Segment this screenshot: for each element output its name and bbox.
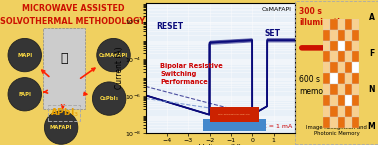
Text: 🧪: 🧪 [60,51,68,65]
Text: CsMAFAPI: CsMAFAPI [99,53,128,58]
Bar [352,84,359,95]
Bar [330,117,338,128]
Bar [352,41,359,51]
Bar [330,73,338,84]
Bar [338,51,345,62]
Text: M: M [367,122,375,131]
Text: CsPbI₃: CsPbI₃ [100,96,119,101]
Y-axis label: Current (A): Current (A) [115,47,124,89]
Text: F: F [369,49,375,58]
Bar [345,41,352,51]
X-axis label: Voltage (V): Voltage (V) [199,144,242,145]
Bar [345,95,352,106]
Text: MAPI MAPbI MAFAPI CsMAFAPI: MAPI MAPbI MAFAPI CsMAFAPI [218,114,250,115]
Bar [338,73,345,84]
Bar [323,106,330,117]
Bar [345,62,352,73]
Bar [352,30,359,41]
Circle shape [97,38,130,72]
Bar [352,73,359,84]
Text: MAPI: MAPI [17,53,33,58]
Bar [323,41,330,51]
Bar [345,19,352,30]
Bar [323,84,330,95]
Text: Bipolar Resistive
Switching
Performance: Bipolar Resistive Switching Performance [160,63,223,85]
Bar [338,84,345,95]
Bar [345,51,352,62]
Bar [352,106,359,117]
Text: SET: SET [265,29,281,38]
Bar [345,106,352,117]
Bar [352,19,359,30]
Bar [323,95,330,106]
Text: FAPI: FAPI [18,92,31,97]
Bar [330,19,338,30]
Bar [338,117,345,128]
Text: 600 s
memory: 600 s memory [299,75,331,96]
Bar [323,62,330,73]
Bar [338,106,345,117]
Circle shape [44,111,78,144]
Bar [330,30,338,41]
Text: RESET: RESET [156,22,183,31]
Text: MICROWAVE ASSISTED: MICROWAVE ASSISTED [22,4,124,13]
Bar [330,62,338,73]
Bar [345,84,352,95]
Text: CC = 1 mA: CC = 1 mA [257,124,292,129]
Bar [323,73,330,84]
Bar [323,19,330,30]
Text: N: N [368,85,375,94]
FancyBboxPatch shape [203,119,266,131]
FancyBboxPatch shape [210,107,259,122]
Bar [352,117,359,128]
Text: Image Recognition and
Photonic Memory: Image Recognition and Photonic Memory [306,125,367,136]
Bar [352,51,359,62]
Bar [338,19,345,30]
Bar [338,30,345,41]
Bar [323,30,330,41]
Bar [338,95,345,106]
Bar [338,62,345,73]
Text: APbI$_3$: APbI$_3$ [50,107,79,119]
Bar [323,51,330,62]
Bar [352,95,359,106]
Bar [338,41,345,51]
Bar [330,51,338,62]
Bar [330,106,338,117]
Bar [345,30,352,41]
Text: MAFAPI: MAFAPI [50,125,72,130]
Circle shape [8,38,42,72]
Bar [330,41,338,51]
Bar [352,62,359,73]
Bar [345,117,352,128]
Circle shape [8,78,42,111]
Text: 300 s
illumination: 300 s illumination [299,7,351,27]
Bar [330,84,338,95]
Bar [330,95,338,106]
Text: A: A [369,13,375,22]
Bar [345,73,352,84]
FancyBboxPatch shape [43,28,85,109]
Text: CsMAFAPI: CsMAFAPI [262,7,292,12]
Text: SOLVOTHERMAL METHODOLOGY: SOLVOTHERMAL METHODOLOGY [0,17,145,26]
Bar [323,117,330,128]
Circle shape [92,82,126,115]
